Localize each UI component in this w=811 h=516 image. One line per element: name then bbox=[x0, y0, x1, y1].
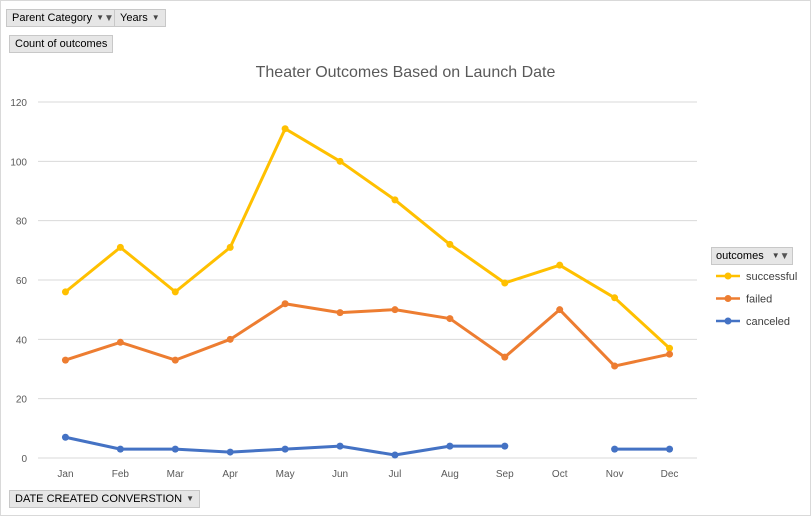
axis-field-button[interactable]: DATE CREATED CONVERSTION ▼ bbox=[9, 490, 200, 508]
value-field-button[interactable]: Count of outcomes bbox=[9, 35, 114, 53]
chart-title: Theater Outcomes Based on Launch Date bbox=[255, 64, 556, 81]
y-tick-label: 20 bbox=[16, 395, 28, 406]
data-point-successful bbox=[226, 243, 234, 251]
legend-filter-button[interactable]: outcomes ▼▼ bbox=[711, 247, 793, 265]
chevron-down-icon: ▼ bbox=[151, 13, 160, 22]
data-point-canceled bbox=[446, 442, 454, 450]
data-point-canceled bbox=[666, 445, 674, 453]
x-tick-label: Aug bbox=[441, 469, 459, 480]
x-tick-label: Dec bbox=[661, 469, 679, 480]
data-point-successful bbox=[611, 294, 619, 302]
legend-label-failed: failed bbox=[746, 294, 772, 306]
data-point-failed bbox=[336, 309, 344, 317]
data-point-successful bbox=[336, 157, 344, 165]
x-tick-label: Feb bbox=[112, 469, 130, 480]
legend-marker-failed bbox=[724, 295, 732, 302]
data-point-failed bbox=[556, 306, 564, 314]
chevron-down-icon: ▼ bbox=[186, 494, 194, 503]
data-point-canceled bbox=[281, 445, 289, 453]
x-tick-label: Jul bbox=[389, 469, 402, 480]
years-filter-button[interactable]: Years ▼ bbox=[114, 9, 166, 27]
legend-label-successful: successful bbox=[746, 271, 797, 283]
chevron-down-icon: ▼ bbox=[96, 13, 105, 22]
x-tick-label: Oct bbox=[552, 469, 568, 480]
data-point-failed bbox=[666, 350, 674, 358]
data-point-successful bbox=[501, 279, 509, 287]
data-point-failed bbox=[226, 335, 234, 343]
y-tick-label: 120 bbox=[10, 98, 27, 109]
x-tick-label: Jun bbox=[332, 469, 348, 480]
x-tick-label: May bbox=[276, 469, 295, 480]
x-tick-label: Apr bbox=[222, 469, 238, 480]
data-point-canceled bbox=[501, 442, 509, 450]
x-tick-label: Jan bbox=[57, 469, 73, 480]
data-point-canceled bbox=[61, 433, 69, 441]
axis-field-label: DATE CREATED CONVERSTION bbox=[15, 493, 183, 505]
x-tick-label: Sep bbox=[496, 469, 514, 480]
data-point-canceled bbox=[226, 448, 234, 456]
data-point-successful bbox=[391, 196, 399, 204]
data-point-canceled bbox=[336, 442, 344, 450]
data-point-failed bbox=[501, 353, 509, 361]
data-point-failed bbox=[61, 356, 69, 364]
data-point-canceled bbox=[171, 445, 179, 453]
data-point-successful bbox=[666, 344, 674, 352]
data-point-successful bbox=[556, 261, 564, 269]
x-tick-label: Nov bbox=[606, 469, 624, 480]
years-label: Years bbox=[120, 12, 148, 24]
legend-label-canceled: canceled bbox=[746, 316, 790, 328]
data-point-successful bbox=[116, 243, 124, 251]
data-point-canceled bbox=[116, 445, 124, 453]
series-line-successful bbox=[63, 127, 672, 350]
data-point-failed bbox=[611, 362, 619, 370]
data-point-failed bbox=[281, 300, 289, 308]
data-point-failed bbox=[391, 306, 399, 314]
chevron-down-icon: ▼ bbox=[771, 251, 780, 260]
parent-category-filter-button[interactable]: Parent Category ▼▼ bbox=[6, 9, 120, 27]
value-field-label: Count of outcomes bbox=[15, 38, 108, 50]
filter-icon: ▼ bbox=[779, 251, 790, 262]
data-point-successful bbox=[446, 240, 454, 248]
y-tick-label: 40 bbox=[16, 335, 28, 346]
parent-category-label: Parent Category bbox=[12, 12, 93, 24]
legend-marker-successful bbox=[724, 272, 732, 280]
data-point-failed bbox=[116, 338, 124, 346]
series-line-failed bbox=[63, 302, 672, 368]
filter-icon: ▼ bbox=[104, 13, 114, 24]
data-point-successful bbox=[281, 125, 289, 133]
data-point-successful bbox=[171, 288, 179, 296]
y-tick-label: 80 bbox=[16, 217, 28, 228]
data-point-failed bbox=[446, 315, 454, 323]
legend-marker-canceled bbox=[724, 317, 732, 325]
legend-title: outcomes bbox=[716, 250, 764, 262]
x-tick-label: Mar bbox=[167, 469, 185, 480]
y-tick-label: 100 bbox=[10, 157, 27, 168]
data-point-canceled bbox=[611, 445, 619, 453]
data-point-successful bbox=[61, 288, 69, 296]
y-tick-label: 60 bbox=[16, 276, 28, 287]
data-point-failed bbox=[171, 356, 179, 364]
y-tick-label: 0 bbox=[21, 454, 27, 465]
data-point-canceled bbox=[391, 451, 399, 459]
